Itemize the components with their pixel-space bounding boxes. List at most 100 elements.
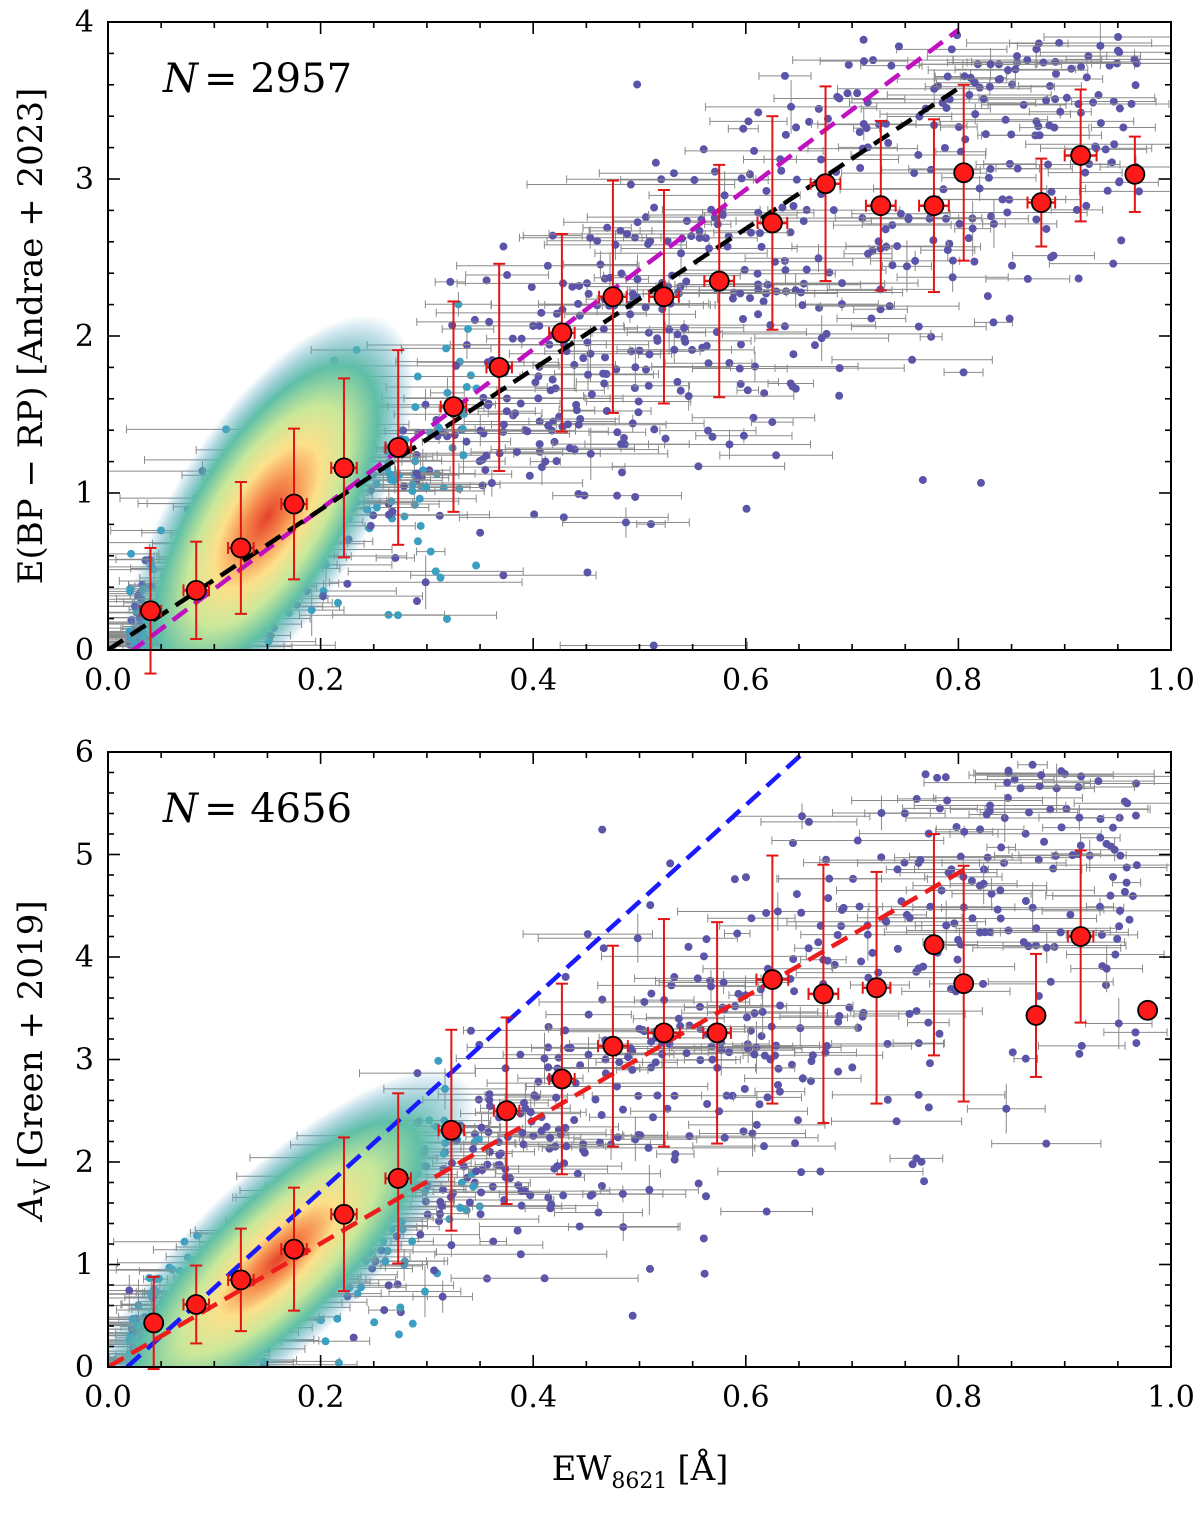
scatter-point	[559, 641, 748, 650]
scatter-point	[552, 309, 561, 318]
scatter-point	[586, 213, 706, 222]
scatter-point	[968, 914, 977, 923]
scatter-point	[572, 400, 581, 409]
scatter-point	[760, 389, 769, 398]
scatter-point	[770, 973, 967, 982]
scatter-point	[1109, 872, 1118, 881]
scatter-point	[481, 465, 490, 474]
scatter-point	[1025, 140, 1171, 149]
scatter-point	[499, 242, 508, 251]
scatter-point	[653, 334, 662, 343]
scatter-point	[979, 808, 1079, 817]
scatter-point	[914, 964, 923, 973]
scatter-point	[466, 371, 475, 380]
scatter-point	[1041, 905, 1171, 916]
scatter-point	[850, 322, 987, 331]
scatter-point	[540, 414, 620, 423]
scatter-point	[734, 989, 743, 998]
scatter-point	[721, 329, 932, 338]
scatter-point	[762, 186, 771, 195]
scatter-point	[1047, 253, 1056, 262]
scatter-point	[994, 75, 1003, 84]
scatter-point	[526, 180, 736, 189]
scatter-point	[633, 80, 642, 89]
scatter-point	[779, 1011, 900, 1020]
scatter-point	[527, 283, 536, 292]
binned-point	[439, 300, 468, 513]
binned-marker	[387, 1168, 409, 1189]
scatter-point	[949, 805, 1151, 814]
x-tick-label: 1.0	[1147, 663, 1195, 698]
scatter-point	[888, 261, 897, 270]
scatter-point	[834, 1067, 843, 1076]
scatter-point	[855, 127, 864, 136]
scatter-point	[561, 972, 570, 981]
scatter-point	[548, 229, 706, 239]
scatter-point	[499, 427, 508, 436]
scatter-point	[831, 1090, 1006, 1099]
scatter-point	[430, 1266, 439, 1275]
scatter-point	[465, 1198, 474, 1207]
scatter-point	[1103, 1028, 1168, 1037]
binned-marker	[761, 969, 783, 990]
bottom-binned-points	[143, 833, 1159, 1371]
scatter-point	[421, 437, 512, 446]
scatter-point	[445, 427, 609, 436]
scatter-point	[1082, 73, 1091, 82]
top-panel: 0.0 0.2 0.4 0.6 0.8 1.0 0 1 2 3 4 N = 2957 E(BP − R…	[11, 5, 1195, 698]
scatter-point	[935, 825, 994, 839]
scatter-point	[814, 938, 823, 947]
scatter-point	[526, 1191, 535, 1200]
scatter-point	[650, 203, 659, 212]
scatter-point	[472, 1167, 481, 1176]
x-tick-label: 0.8	[935, 663, 983, 698]
scatter-point	[1111, 878, 1142, 887]
scatter-point	[458, 513, 669, 522]
scatter-point	[478, 1222, 681, 1231]
scatter-point	[1113, 934, 1122, 943]
scatter-point	[746, 294, 755, 303]
scatter-point	[548, 375, 557, 384]
binned-marker	[140, 600, 161, 622]
scatter-point	[728, 294, 737, 303]
scatter-point	[699, 1110, 806, 1157]
scatter-point	[456, 261, 640, 270]
scatter-point	[933, 773, 942, 782]
scatter-point	[684, 942, 693, 951]
scatter-point	[443, 1136, 604, 1153]
scatter-point	[619, 1105, 628, 1114]
y-tick-label: 1	[75, 476, 94, 511]
scatter-point	[607, 381, 690, 390]
scatter-point	[750, 418, 794, 427]
scatter-point	[759, 297, 768, 306]
binned-marker	[602, 1035, 624, 1057]
scatter-point	[925, 214, 934, 223]
scatter-point	[552, 457, 561, 466]
scatter-point	[570, 1116, 579, 1125]
scatter-point	[413, 537, 422, 546]
scatter-point	[699, 145, 708, 154]
scatter-point	[893, 865, 902, 874]
scatter-point	[861, 219, 1058, 228]
scatter-point	[546, 236, 648, 245]
scatter-point	[663, 236, 672, 245]
binned-point	[280, 427, 308, 581]
scatter-point	[897, 794, 937, 803]
scatter-point	[575, 281, 584, 290]
scatter-point	[879, 103, 1071, 125]
scatter-point	[1089, 98, 1098, 107]
scatter-point	[926, 52, 1108, 61]
binned-point	[864, 119, 897, 292]
scatter-point	[450, 431, 459, 440]
scatter-point	[907, 1018, 950, 1027]
y-tick-label: 0	[75, 633, 94, 668]
scatter-point	[701, 234, 710, 243]
scatter-point	[856, 163, 865, 172]
scatter-point	[728, 1091, 737, 1100]
top-binned-points	[138, 83, 1146, 675]
scatter-point	[1042, 96, 1051, 105]
scatter-point	[941, 773, 950, 782]
scatter-point	[1005, 314, 1014, 323]
scatter-point	[774, 1064, 783, 1073]
scatter-point	[1034, 855, 1043, 864]
